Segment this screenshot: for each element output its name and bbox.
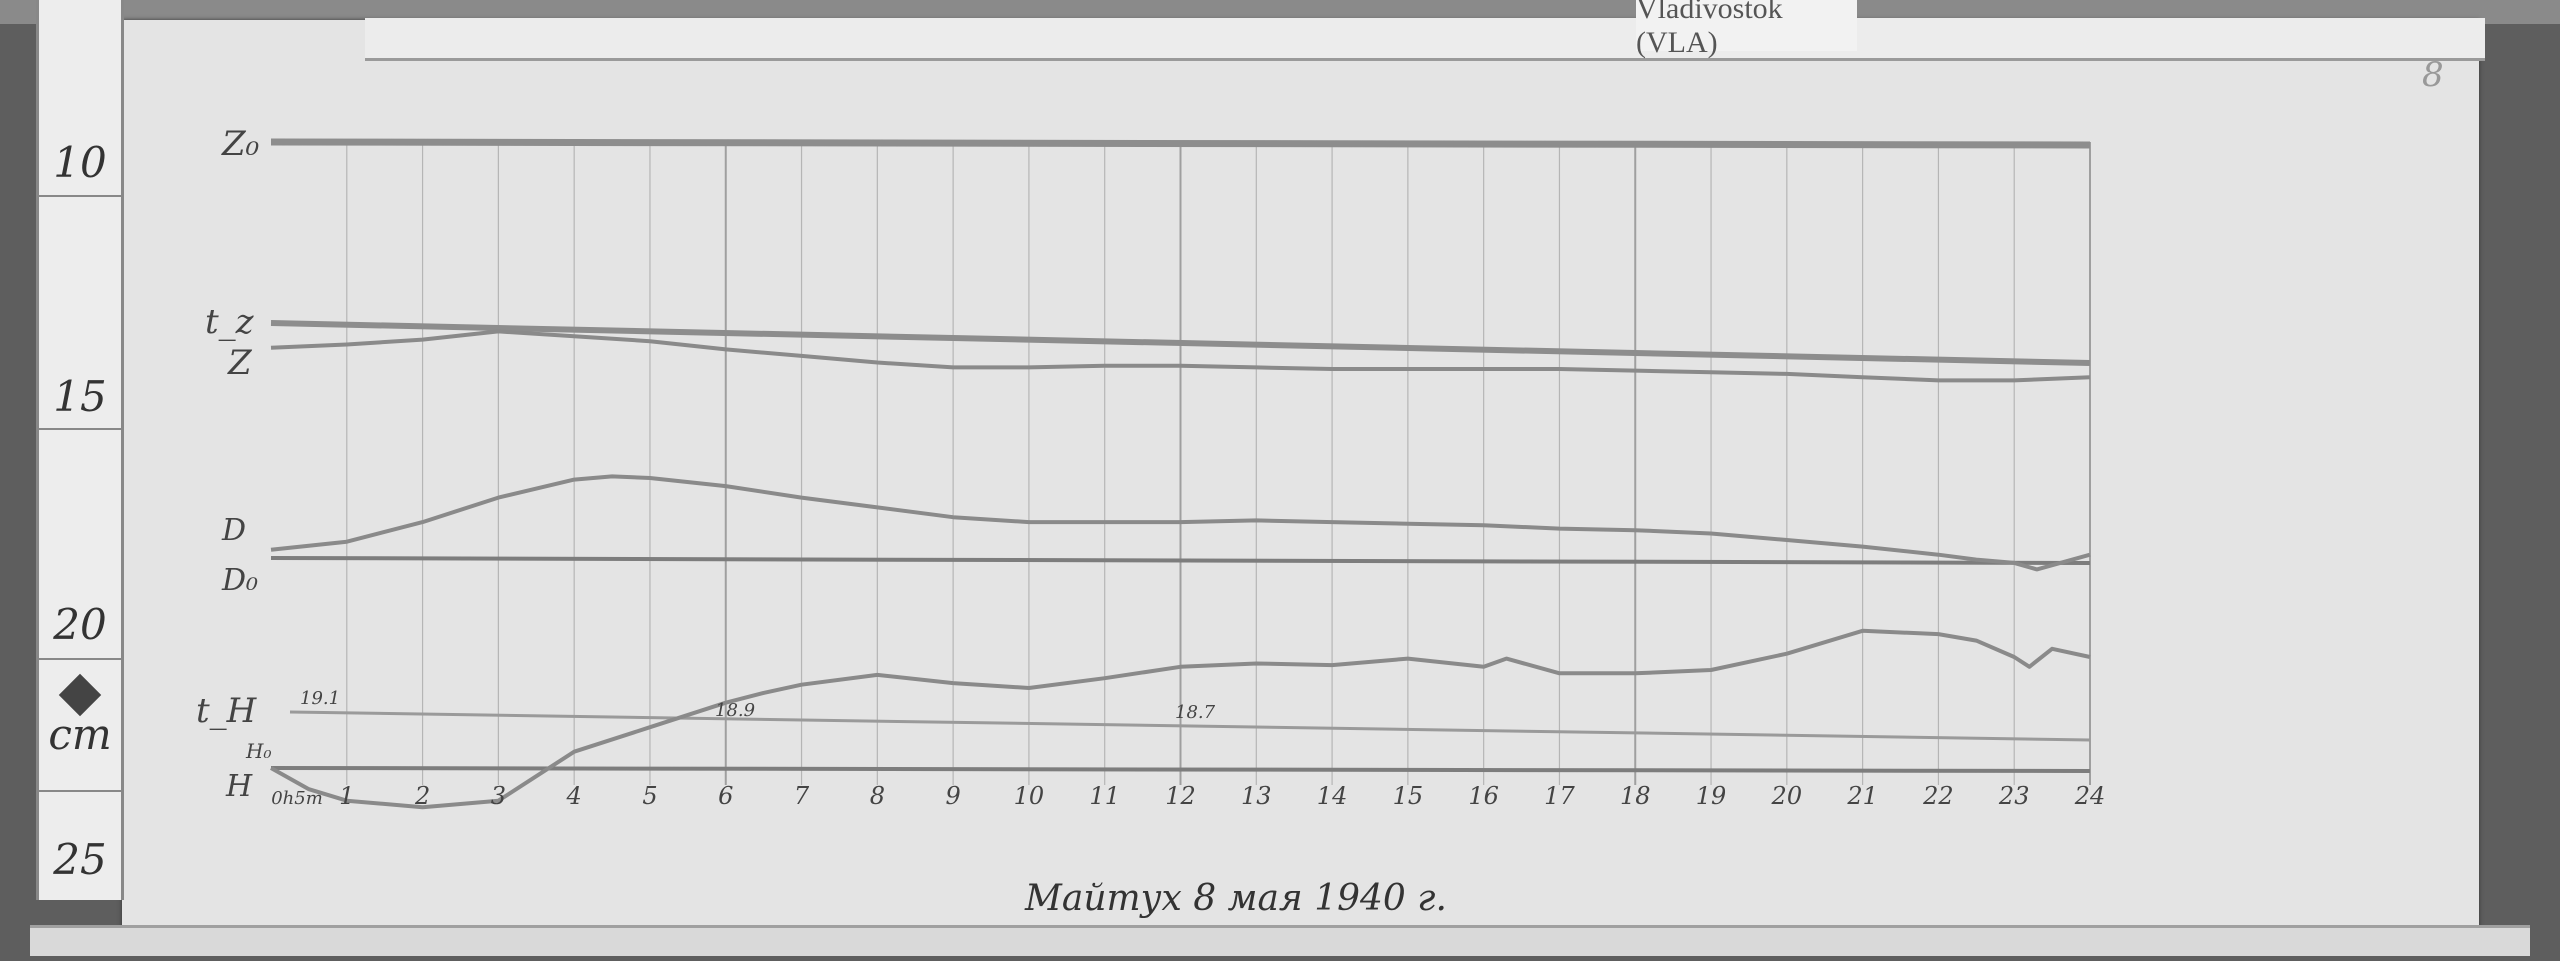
- x-tick-label: 13: [1241, 782, 1272, 810]
- x-tick-label: 12: [1165, 782, 1196, 810]
- bottom-rail: [30, 925, 2530, 956]
- annotation-th-6h: 18.9: [715, 700, 755, 721]
- ruler-label: 15: [53, 372, 107, 421]
- x-tick-label: 11: [1089, 782, 1120, 810]
- label-d0: D₀: [221, 563, 258, 598]
- x-tick-label: 21: [1846, 782, 1878, 810]
- x-tick-label: 9: [945, 782, 960, 810]
- label-th: t_H: [196, 691, 258, 731]
- h0-baseline: [270, 766, 2091, 773]
- th-line: [289, 710, 2091, 742]
- ruler-label: 25: [53, 835, 107, 884]
- z0-baseline: [270, 138, 2091, 149]
- caption-signature: Майтух 8 мая 1940 г.: [1025, 878, 1447, 919]
- x-tick-label: 17: [1544, 782, 1575, 810]
- x-tick-label: 6: [718, 782, 733, 810]
- d0-baseline: [270, 556, 2091, 565]
- annotation-th-start: 19.1: [300, 688, 340, 709]
- ruler-label: 10: [53, 138, 107, 187]
- x-tick-label: 10: [1014, 782, 1045, 810]
- ruler-unit: cm: [48, 710, 112, 759]
- label-tz: t_z: [205, 302, 255, 342]
- x-tick-label: 22: [1922, 782, 1954, 810]
- ruler: 10 15 20 cm 25: [36, 0, 124, 900]
- x-tick-label: 19: [1696, 782, 1727, 810]
- x-tick-label: 4: [566, 782, 582, 810]
- tz-line: [270, 320, 2091, 366]
- label-z: Z: [227, 343, 253, 383]
- x-tick-label: 23: [1998, 782, 2030, 810]
- x-tick-label: 3: [491, 782, 506, 810]
- x-tick-label: 1: [339, 782, 354, 810]
- x-tick-label: 2: [414, 782, 430, 810]
- x-tick-label: 18: [1620, 782, 1651, 810]
- ruler-tick: [39, 658, 121, 660]
- ruler-tick: [39, 428, 121, 430]
- label-z0: Z₀: [221, 124, 260, 164]
- x-tick-label: 7: [794, 782, 810, 810]
- ruler-tick: [39, 195, 121, 197]
- page-number: 8: [2422, 55, 2444, 95]
- x-tick-label: 15: [1393, 782, 1424, 810]
- x-tick-label: 5: [642, 782, 657, 810]
- x-tick-label: 14: [1317, 782, 1348, 810]
- annotation-th-12h: 18.7: [1175, 702, 1216, 723]
- x-tick-label: 16: [1468, 782, 1499, 810]
- ruler-tick: [39, 790, 121, 792]
- label-h0: H₀: [245, 739, 271, 763]
- sheet-top-strip: [365, 18, 2485, 61]
- trace-h: [270, 628, 2091, 810]
- magnetogram-sheet: [122, 20, 2479, 930]
- station-label: Vladivostok (VLA): [1636, 0, 1857, 59]
- x-tick-label: 20: [1771, 782, 1803, 810]
- x-tick-label: 24: [2074, 782, 2106, 810]
- label-d: D: [221, 513, 246, 548]
- x-tick-label: 8: [870, 782, 885, 810]
- trace-d: [270, 474, 2091, 572]
- label-h: H: [225, 769, 253, 804]
- ruler-label: 20: [53, 600, 107, 649]
- trace-z: [270, 329, 2091, 383]
- x-tick-label: 0h5m: [271, 788, 323, 809]
